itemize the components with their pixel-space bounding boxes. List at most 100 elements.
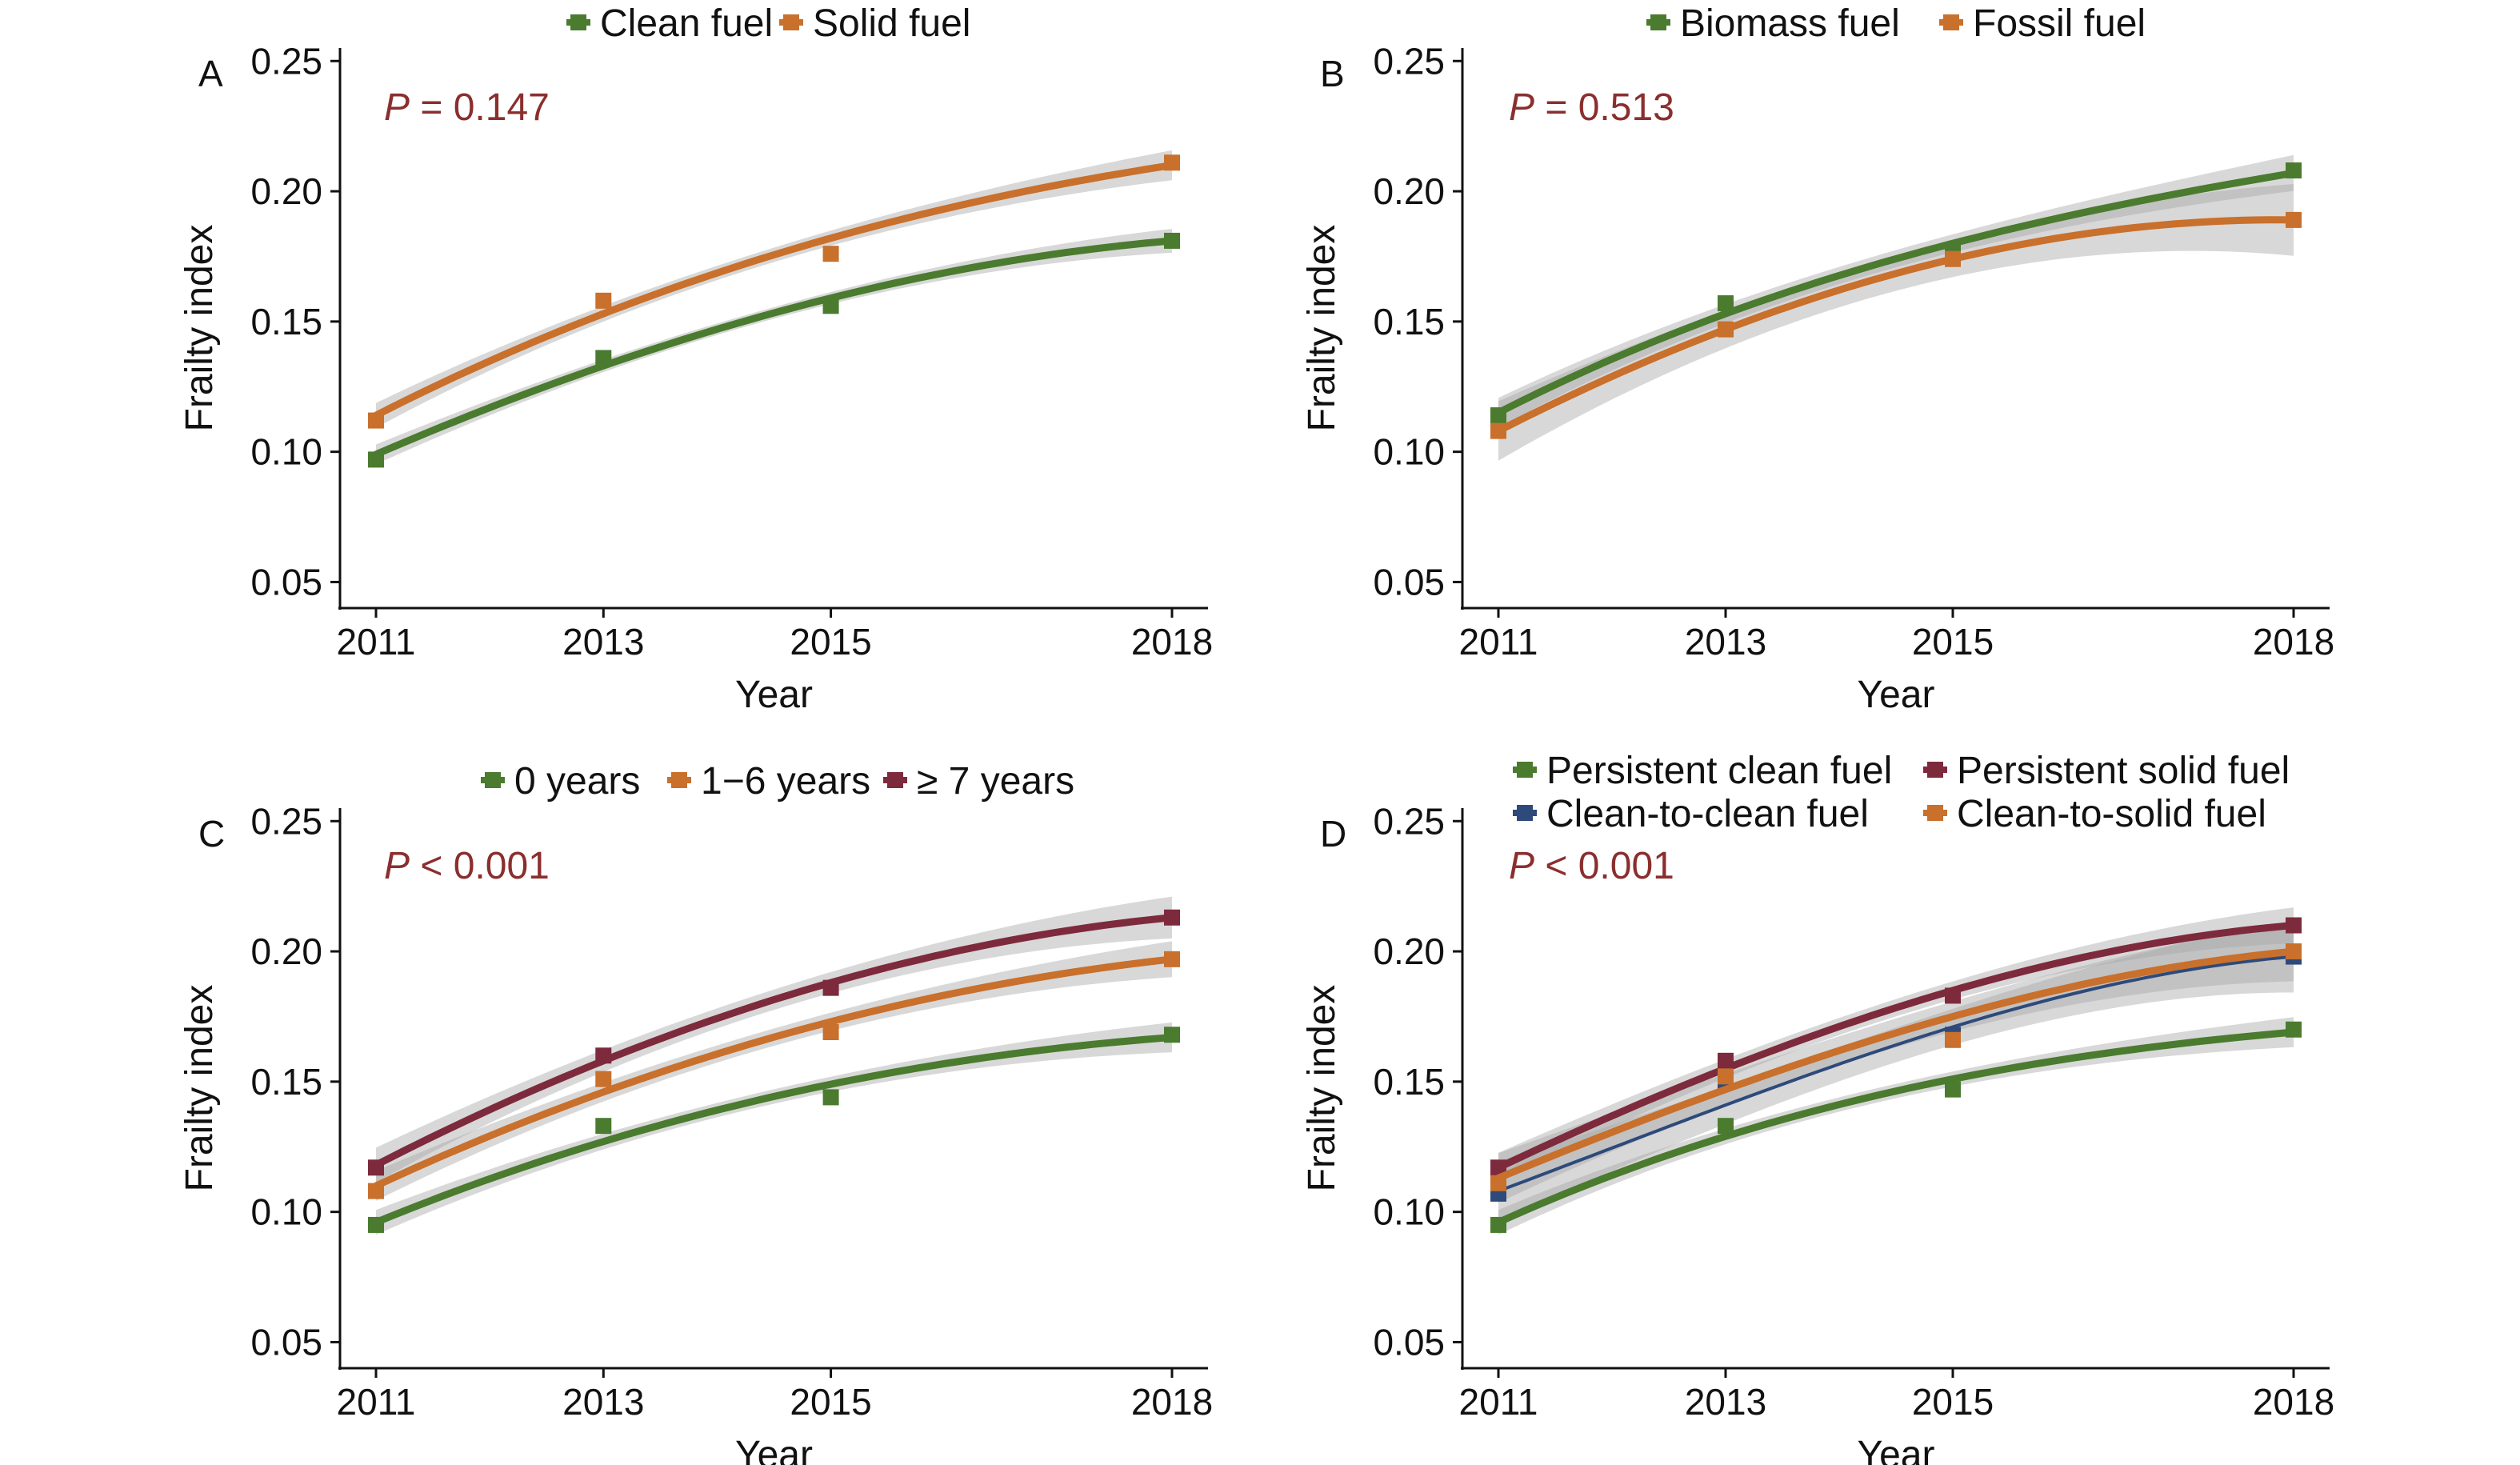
panel-letter: B — [1320, 53, 1345, 94]
confidence-band — [1498, 920, 2294, 1221]
y-tick-label: 0.25 — [250, 40, 322, 82]
x-tick-label: 2013 — [1685, 1381, 1766, 1423]
data-point — [1490, 1216, 1506, 1233]
x-tick-label: 2011 — [1459, 1381, 1538, 1423]
confidence-band — [1498, 184, 2294, 461]
data-point — [1945, 250, 1961, 267]
y-tick-label: 0.05 — [1373, 561, 1445, 602]
x-tick-label: 2015 — [790, 1381, 871, 1423]
data-point — [1490, 422, 1506, 439]
legend-swatch — [1517, 762, 1533, 778]
legend-swatch — [783, 14, 799, 30]
data-point — [595, 350, 612, 366]
data-point — [822, 1024, 839, 1040]
data-point — [1945, 1081, 1961, 1098]
y-tick-label: 0.10 — [250, 431, 322, 473]
confidence-band — [376, 941, 1172, 1201]
x-tick-label: 2018 — [1131, 1381, 1213, 1423]
data-point — [368, 412, 384, 429]
legend-swatch — [1943, 14, 1959, 30]
data-point — [595, 1118, 612, 1135]
data-point — [822, 246, 839, 262]
y-tick-label: 0.10 — [1373, 1191, 1445, 1233]
data-point — [595, 1071, 612, 1087]
series-line — [372, 162, 1176, 419]
p-value-label: P = 0.513 — [1509, 86, 1674, 129]
y-tick-label: 0.20 — [250, 170, 322, 212]
panel-b: 0.05 0.10 0.15 0.20 0.25 2011 2013 2015 2018 Year… — [1301, 2, 2334, 716]
data-point — [822, 298, 839, 314]
panel-a: 0.05 0.10 0.15 0.20 0.25 2011 2013 2015 2018 Year… — [178, 2, 1213, 716]
legend-swatch — [1927, 805, 1943, 821]
x-axis-title: Year — [1858, 1434, 1935, 1465]
panel-letter: A — [198, 53, 223, 94]
legend-swatch — [1927, 762, 1943, 778]
y-tick-label: 0.25 — [1373, 40, 1445, 82]
data-point — [1164, 909, 1180, 926]
data-point — [1718, 1068, 1734, 1085]
y-tick-label: 0.05 — [250, 1321, 322, 1363]
y-tick-label: 0.20 — [1373, 931, 1445, 972]
data-point — [1164, 951, 1180, 967]
data-point — [2286, 943, 2302, 960]
x-tick-label: 2011 — [337, 1381, 416, 1423]
data-point — [1718, 1118, 1734, 1135]
y-tick-label: 0.05 — [1373, 1321, 1445, 1363]
legend-label: Persistent clean fuel — [1546, 750, 1892, 792]
legend-label: Clean-to-clean fuel — [1546, 793, 1869, 835]
confidence-band — [1498, 154, 2294, 428]
legend-label: 1−6 years — [701, 760, 870, 803]
series-line — [1494, 922, 2298, 1171]
confidence-band — [376, 150, 1172, 428]
data-point — [368, 1183, 384, 1199]
data-point — [1945, 987, 1961, 1004]
data-point — [1490, 1175, 1506, 1191]
x-tick-label: 2018 — [2253, 1381, 2334, 1423]
legend-label: Persistent solid fuel — [1957, 750, 2290, 792]
y-tick-label: 0.15 — [250, 1061, 322, 1103]
y-axis-title: Frailty index — [1301, 225, 1343, 432]
confidence-band — [1498, 921, 2294, 1203]
y-tick-label: 0.15 — [250, 301, 322, 342]
legend-swatch — [887, 772, 903, 788]
y-axis-title: Frailty index — [178, 225, 221, 432]
y-axis-title: Frailty index — [1301, 985, 1343, 1192]
data-point — [2286, 162, 2302, 179]
series-line — [372, 955, 1176, 1190]
legend-swatch — [570, 14, 586, 30]
series-line — [1494, 947, 2298, 1182]
legend-label: Clean fuel — [600, 2, 773, 45]
panel-d: 0.05 0.10 0.15 0.20 0.25 2011 2013 2015 2018 Year… — [1301, 750, 2334, 1465]
x-tick-label: 2013 — [562, 621, 644, 662]
legend-swatch — [1650, 14, 1666, 30]
data-point — [2286, 1021, 2302, 1038]
x-tick-label: 2015 — [1912, 1381, 1994, 1423]
data-point — [1718, 321, 1734, 338]
panel-c: 0.05 0.10 0.15 0.20 0.25 2011 2013 2015 2018 Year… — [178, 760, 1213, 1465]
series-line — [372, 1034, 1176, 1227]
x-axis-title: Year — [735, 674, 813, 716]
y-tick-label: 0.15 — [1373, 301, 1445, 342]
data-point — [595, 1047, 612, 1064]
y-tick-label: 0.20 — [250, 931, 322, 972]
p-value-label: P < 0.001 — [1509, 845, 1674, 887]
legend-swatch — [1517, 805, 1533, 821]
legend-label: 0 years — [514, 760, 640, 803]
series-line — [1494, 216, 2298, 435]
data-point — [2286, 211, 2302, 228]
series-line — [372, 914, 1176, 1169]
x-tick-label: 2015 — [790, 621, 871, 662]
p-value-label: P = 0.147 — [384, 86, 550, 129]
panel-letter: C — [198, 813, 225, 855]
series-line — [372, 237, 1176, 458]
legend-swatch — [485, 772, 501, 788]
data-point — [1164, 154, 1180, 171]
x-tick-label: 2011 — [337, 621, 416, 662]
y-tick-label: 0.20 — [1373, 170, 1445, 212]
data-point — [1164, 1027, 1180, 1043]
panel-letter: D — [1320, 813, 1346, 855]
y-tick-label: 0.25 — [250, 800, 322, 842]
y-tick-label: 0.15 — [1373, 1061, 1445, 1103]
x-tick-label: 2013 — [562, 1381, 644, 1423]
x-tick-label: 2018 — [2253, 621, 2334, 662]
